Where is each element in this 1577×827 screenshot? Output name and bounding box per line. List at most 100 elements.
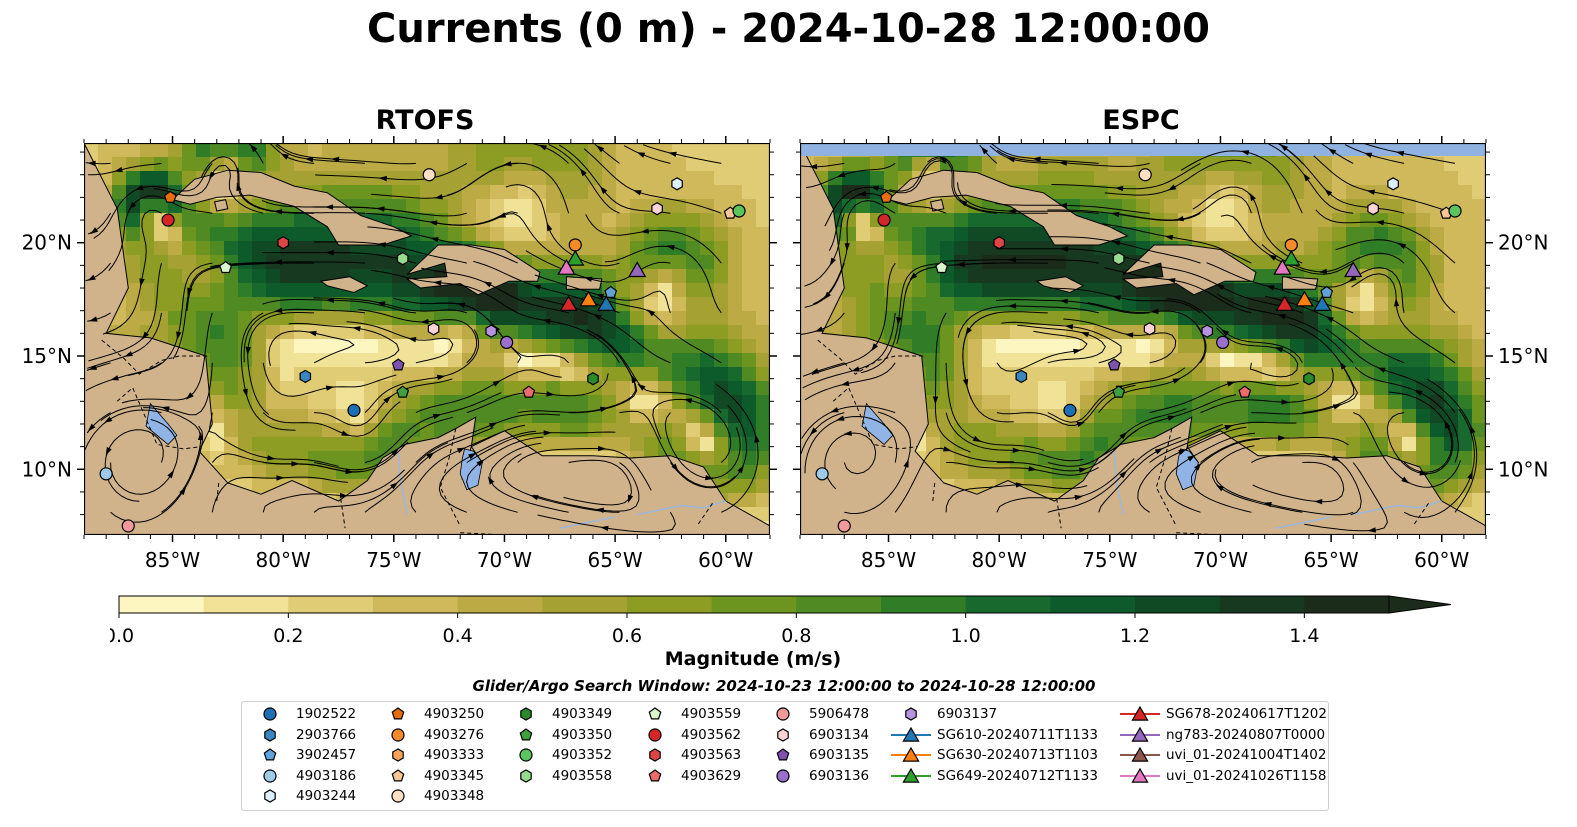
country-border (817, 339, 927, 375)
legend-marker-pentagon (391, 707, 405, 720)
legend-label: 4903629 (681, 767, 742, 784)
argo-markers (99, 168, 746, 533)
glider-marker-SG649-20240712T1133 (1282, 249, 1301, 266)
argo-marker-4903352 (732, 204, 746, 218)
legend-label: SG630-20240713T1103 (937, 747, 1098, 764)
map-panel-rtofs (84, 143, 770, 535)
argo-marker-4903559 (935, 260, 949, 274)
colorbar-tick-label: 0.4 (443, 625, 473, 647)
lon-tick-label: 75°W (1082, 548, 1137, 572)
legend-label: 4903348 (424, 788, 485, 805)
legend-label: uvi_01-20241026T1158 (1166, 767, 1327, 784)
map-frame (84, 143, 770, 535)
map-axes: 85°W 80°W 75°W 70°W 65°W 60°W 20°N 15°N 10°N 85°W… (22, 136, 1548, 572)
legend-item: ng783-20240807T0000 (1120, 725, 1325, 745)
argo-marker-2903766 (1015, 369, 1028, 384)
argo-marker-4903348 (422, 168, 436, 182)
legend-label: 5906478 (809, 706, 870, 722)
argo-marker-4903562 (161, 213, 175, 227)
argo-marker-6903134 (427, 322, 440, 336)
glider-marker-ng783-20240807T0000 (1344, 261, 1363, 278)
legend-marker-triangle (902, 726, 920, 742)
river (1353, 500, 1442, 516)
panel-title-espc: ESPC (1102, 105, 1180, 136)
land-mass (1281, 276, 1319, 290)
argo-marker-4903563 (993, 236, 1005, 250)
lon-tick-label: 60°W (1414, 548, 1469, 572)
colorbar-segment (965, 596, 1051, 613)
legend-item: 4903629 (635, 766, 741, 786)
legend-marker-triangle (902, 746, 920, 762)
legend-label: 2903766 (296, 726, 357, 743)
legend-label: 4903276 (424, 726, 485, 743)
legend-item: 6903134 (763, 725, 869, 745)
legend-marker-pentagon (776, 748, 790, 761)
argo-marker-6903137 (485, 324, 497, 338)
lon-tick-label: 85°W (145, 548, 200, 572)
lake (1175, 448, 1199, 491)
land-mass (319, 276, 369, 294)
country-border (1056, 498, 1062, 529)
legend-marker-circle (391, 727, 405, 742)
argo-marker-4903348 (1138, 168, 1152, 182)
legend-item: uvi_01-20241026T1158 (1120, 766, 1326, 786)
legend-label: uvi_01-20241004T1402 (1166, 747, 1327, 764)
panel-title-rtofs: RTOFS (375, 105, 475, 136)
land-mass (929, 199, 945, 212)
land-mass (800, 143, 1486, 535)
legend-label: 3902457 (296, 747, 357, 764)
argo-marker-4903562 (877, 213, 891, 227)
legend-label: 6903135 (809, 747, 870, 764)
glider-marker-uvi_01-20241026T1158 (557, 258, 576, 275)
legend-marker-triangle (1131, 705, 1149, 721)
legend-item: SG630-20240713T1103 (891, 745, 1098, 765)
legend-item: 4903333 (378, 745, 484, 765)
glider-marker-SG678-20240617T1202 (559, 295, 578, 311)
legend-item: 5906478 (763, 704, 869, 724)
legend-label: 1902522 (296, 706, 357, 722)
legend-label: 6903137 (937, 706, 998, 722)
legend-label: SG678-20240617T1202 (1166, 706, 1327, 722)
argo-marker-5906478 (837, 519, 851, 533)
legend-item: 6903135 (763, 745, 869, 765)
colorbar-tick-label: 0.8 (781, 625, 811, 647)
country-border (832, 386, 918, 450)
legend-label: SG610-20240711T1133 (937, 726, 1098, 743)
argo-marker-1902522 (1063, 403, 1077, 417)
legend-item: SG678-20240617T1202 (1120, 704, 1327, 724)
legend-label: 4903352 (552, 747, 613, 764)
legend-label: 4903244 (296, 788, 357, 805)
lat-tick-label: 15°N (1498, 344, 1548, 368)
colorbar-segment (1304, 596, 1390, 613)
glider-marker-SG678-20240617T1202 (1275, 295, 1294, 311)
legend-item: 6903137 (891, 704, 997, 724)
legend-marker-circle (263, 769, 277, 783)
country-border (101, 339, 211, 375)
colorbar-segment (457, 596, 543, 613)
river (397, 451, 408, 515)
argo-marker-4903558 (396, 251, 409, 266)
legend-label: 6903134 (809, 726, 870, 743)
legend-item: 4903186 (250, 766, 356, 786)
glider-marker-SG630-20240713T1103 (579, 290, 598, 307)
argo-marker-4903250 (879, 190, 893, 203)
river (637, 500, 726, 516)
legend-marker-triangle (902, 767, 920, 783)
legend-label: 4903349 (552, 706, 613, 722)
lat-tick-label: 20°N (1498, 231, 1548, 255)
argo-marker-4903629 (1238, 385, 1252, 398)
colorbar-segment (627, 596, 713, 613)
map-frame (800, 143, 1486, 535)
argo-marker-4903250 (163, 190, 177, 203)
colorbar-segment (881, 596, 967, 613)
colorbar-segment (711, 596, 797, 613)
legend-item: 4903276 (378, 725, 484, 745)
glider-markers (557, 249, 647, 311)
colorbar-segment (119, 596, 205, 613)
legend-marker-hexagon (905, 707, 917, 721)
legend-marker-circle (776, 769, 790, 783)
colorbar-tick-label: 1.4 (1289, 625, 1319, 647)
argo-marker-6903134 (1367, 202, 1379, 216)
colorbar-segment (1219, 596, 1305, 613)
legend-marker-circle (776, 707, 790, 721)
